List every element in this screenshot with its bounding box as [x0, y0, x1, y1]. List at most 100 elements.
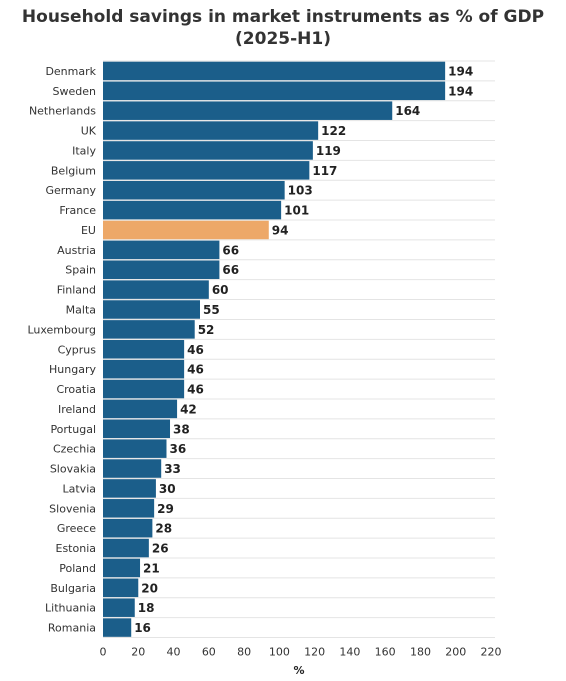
category-label-germany: Germany	[45, 184, 96, 197]
bar-eu	[103, 220, 269, 240]
value-label-poland: 21	[143, 561, 160, 575]
value-label-germany: 103	[288, 184, 313, 198]
value-labels: 194 194 164 122 119 117 103 101 94 66 66 60 55 52 46 46…	[134, 64, 473, 635]
bar-estonia	[103, 538, 149, 558]
value-label-czechia: 36	[169, 442, 186, 456]
value-label-ireland: 42	[180, 402, 197, 416]
category-label-portugal: Portugal	[50, 423, 96, 436]
x-tick-label-140: 140	[339, 646, 360, 659]
category-label-cyprus: Cyprus	[58, 343, 97, 356]
bar-slovenia	[103, 499, 155, 518]
chart-title-block: Household savings in market instruments …	[0, 6, 566, 50]
category-label-sweden: Sweden	[53, 85, 96, 98]
bar-bulgaria	[103, 578, 139, 598]
bar-germany	[103, 180, 285, 200]
category-label-slovakia: Slovakia	[50, 463, 96, 476]
value-label-cyprus: 46	[187, 343, 204, 357]
bar-greece	[103, 518, 153, 538]
value-label-hungary: 46	[187, 363, 204, 377]
bar-finland	[103, 280, 209, 299]
category-label-uk: UK	[81, 125, 97, 138]
category-labels: Denmark Sweden Netherlands UK Italy Belgium Ge…	[27, 65, 96, 635]
value-label-netherlands: 164	[395, 104, 420, 118]
bar-sweden	[103, 81, 446, 101]
category-label-finland: Finland	[57, 284, 96, 297]
category-label-estonia: Estonia	[56, 542, 97, 555]
value-label-eu: 94	[272, 223, 289, 237]
value-label-slovenia: 29	[157, 502, 174, 516]
value-label-france: 101	[284, 204, 309, 218]
value-label-finland: 60	[212, 283, 229, 297]
x-tick-label-200: 200	[445, 646, 466, 659]
category-label-romania: Romania	[48, 622, 96, 635]
x-axis-title: %	[293, 664, 304, 677]
value-label-slovakia: 33	[164, 462, 181, 476]
bar-poland	[103, 558, 141, 578]
gridlines	[103, 60, 495, 639]
value-label-bulgaria: 20	[141, 581, 158, 595]
bar-czechia	[103, 439, 167, 458]
category-label-croatia: Croatia	[56, 383, 96, 396]
bar-italy	[103, 141, 313, 160]
x-axis-ticks: 0 20 40 60 80 100 120 140 160 180 200 220	[100, 646, 502, 659]
value-label-spain: 66	[222, 263, 239, 277]
value-label-greece: 28	[155, 522, 172, 536]
value-label-austria: 66	[222, 243, 239, 257]
bar-lithuania	[103, 598, 135, 617]
bar-netherlands	[103, 101, 393, 120]
bar-croatia	[103, 379, 185, 399]
bar-spain	[103, 260, 220, 279]
category-label-bulgaria: Bulgaria	[50, 582, 96, 595]
bar-austria	[103, 240, 220, 260]
bar-luxembourg	[103, 320, 195, 339]
category-label-spain: Spain	[65, 264, 96, 277]
category-label-eu: EU	[81, 224, 96, 237]
category-label-hungary: Hungary	[49, 363, 96, 376]
bar-france	[103, 200, 282, 220]
bar-uk	[103, 121, 319, 140]
x-tick-label-80: 80	[237, 646, 251, 659]
category-label-netherlands: Netherlands	[29, 105, 96, 118]
category-label-latvia: Latvia	[63, 482, 97, 495]
bar-latvia	[103, 479, 156, 498]
bar-hungary	[103, 359, 185, 379]
value-label-romania: 16	[134, 621, 151, 635]
bar-denmark	[103, 61, 446, 81]
bar-romania	[103, 618, 132, 637]
category-label-austria: Austria	[57, 244, 96, 257]
value-label-luxembourg: 52	[198, 323, 215, 337]
x-tick-label-220: 220	[481, 646, 502, 659]
bar-slovakia	[103, 459, 162, 478]
category-label-greece: Greece	[57, 522, 96, 535]
value-label-belgium: 117	[312, 164, 337, 178]
bar-malta	[103, 300, 200, 319]
value-label-estonia: 26	[152, 542, 169, 556]
category-label-ireland: Ireland	[58, 403, 96, 416]
category-label-poland: Poland	[59, 562, 96, 575]
x-tick-label-180: 180	[410, 646, 431, 659]
category-label-belgium: Belgium	[51, 164, 96, 177]
x-tick-label-100: 100	[269, 646, 290, 659]
value-label-italy: 119	[316, 144, 341, 158]
bar-cyprus	[103, 340, 185, 359]
value-label-latvia: 30	[159, 482, 176, 496]
value-label-lithuania: 18	[138, 601, 155, 615]
category-label-slovenia: Slovenia	[49, 502, 96, 515]
value-label-malta: 55	[203, 303, 220, 317]
value-label-denmark: 194	[448, 64, 473, 78]
category-label-lithuania: Lithuania	[45, 602, 96, 615]
category-label-france: France	[59, 204, 96, 217]
category-label-malta: Malta	[66, 304, 96, 317]
x-tick-label-160: 160	[375, 646, 396, 659]
bar-portugal	[103, 419, 171, 439]
bars	[103, 61, 446, 637]
category-label-czechia: Czechia	[53, 443, 96, 456]
category-label-luxembourg: Luxembourg	[27, 323, 96, 336]
x-tick-label-40: 40	[167, 646, 181, 659]
value-label-uk: 122	[321, 124, 346, 138]
value-label-croatia: 46	[187, 383, 204, 397]
value-label-portugal: 38	[173, 422, 190, 436]
x-tick-label-0: 0	[100, 646, 107, 659]
